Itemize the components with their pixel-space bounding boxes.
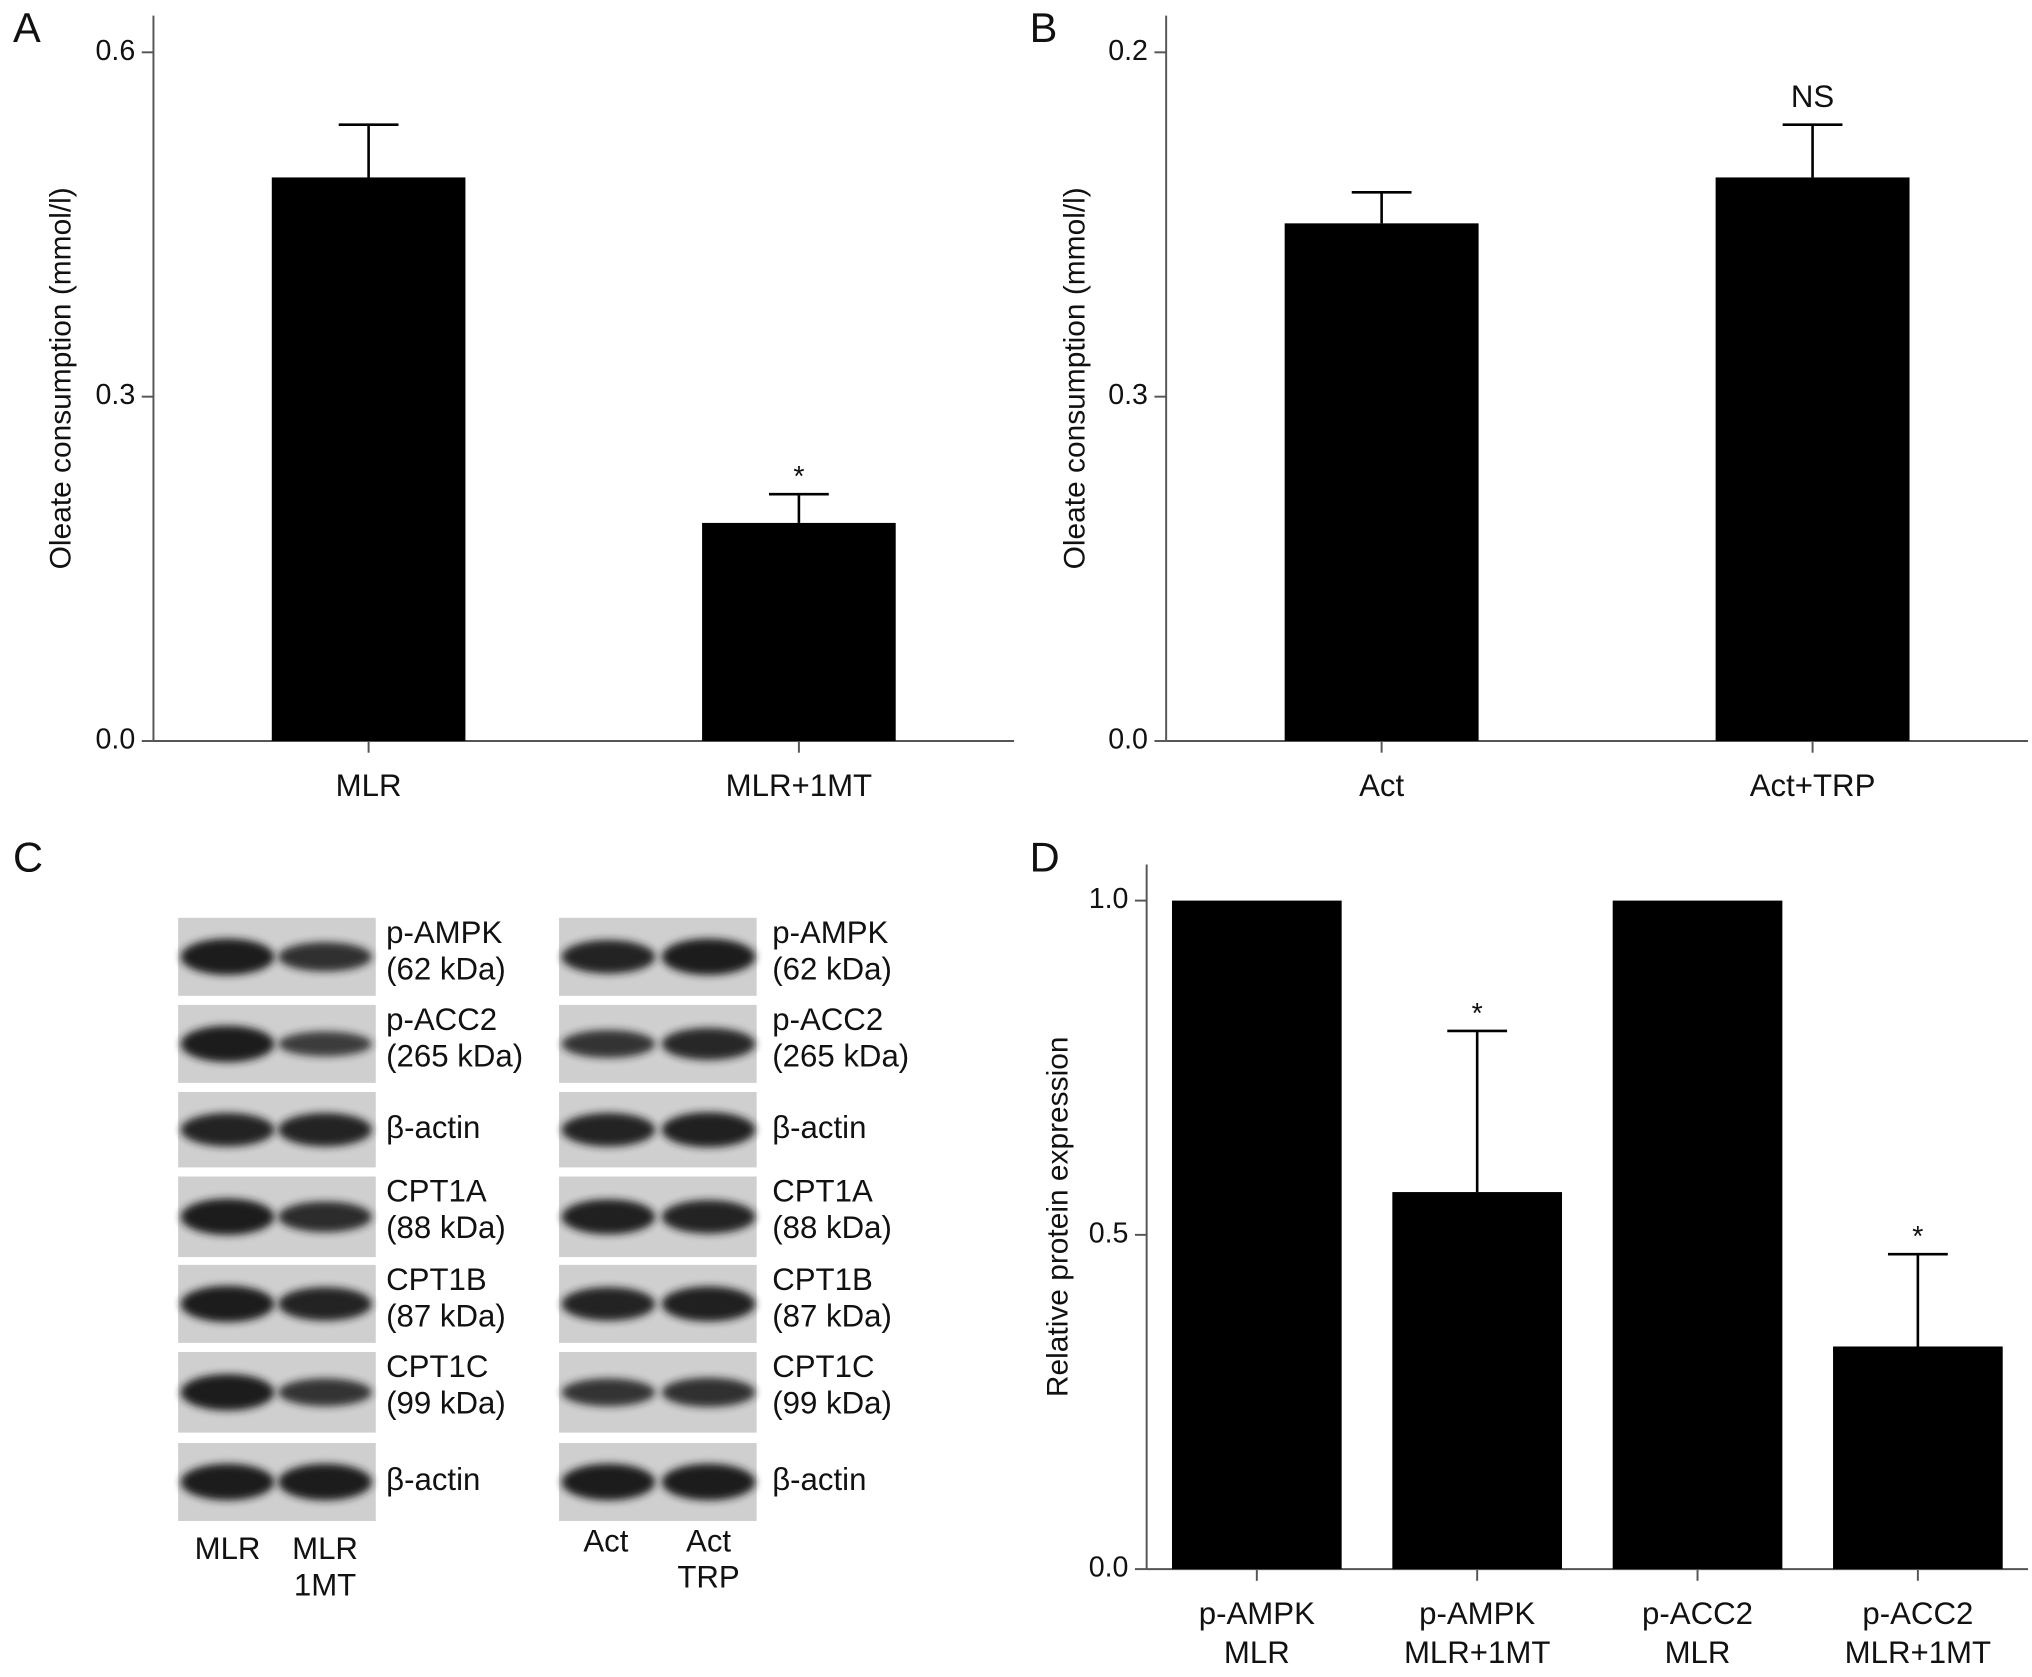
y-tick-label: 0.0 [96,724,136,756]
y-axis-label: Relative protein expression [1041,1037,1074,1398]
band-label: β-actin [772,1462,866,1497]
blot-band [180,1374,275,1411]
band-label: CPT1C [386,1349,488,1384]
blot-band [661,1286,756,1322]
annotation: * [793,461,804,493]
blot-band [561,1287,656,1321]
y-tick-label: 0.5 [1089,1217,1129,1249]
lane-label: MLR [292,1531,358,1566]
bar [1612,900,1783,1570]
blot-band [278,1201,372,1233]
blot-band [661,938,756,975]
x-tick-label: p-ACC2 [1862,1596,1973,1631]
blot-band [561,1112,656,1147]
x-tick-label: MLR [1224,1635,1290,1670]
bar [702,522,896,741]
band-label: CPT1A [772,1174,873,1209]
y-tick-label: 1.0 [1089,883,1129,915]
y-tick-label: 0.3 [96,379,136,411]
y-tick-label: 0.2 [1108,35,1148,67]
panel-label: B [1030,4,1058,51]
band-label: CPT1A [386,1174,487,1209]
blot-band [180,1198,275,1235]
band-label: (265 kDa) [772,1038,909,1073]
y-tick-label: 0.0 [1108,724,1148,756]
blot-band [661,1377,756,1407]
bar [1284,223,1479,741]
x-tick-label: p-AMPK [1419,1596,1535,1631]
annotation: * [1912,1221,1923,1253]
blot-band [278,942,372,972]
band-label: p-AMPK [386,915,502,950]
blot-band [180,1463,275,1501]
y-axis-label: Oleate consumption (mmol/l) [1058,187,1091,569]
band-label: (87 kDa) [772,1298,892,1333]
band-label: p-ACC2 [772,1002,883,1037]
lane-label: TRP [677,1560,739,1595]
bar [271,177,466,741]
y-tick-label: 0.3 [1108,379,1148,411]
band-label: β-actin [772,1110,866,1145]
annotation: * [1472,998,1483,1030]
panel-label: A [13,4,41,51]
band-label: CPT1B [386,1262,487,1297]
blot-band [561,940,656,974]
x-tick-label: p-AMPK [1199,1596,1315,1631]
y-axis-label: Oleate consumption (mmol/l) [44,187,77,569]
blot-band [278,1463,372,1501]
band-label: p-AMPK [772,915,888,950]
x-tick-label: Act+TRP [1750,768,1876,803]
x-tick-label: MLR+1MT [1404,1635,1550,1670]
lane-label: 1MT [294,1568,356,1603]
x-tick-label: MLR+1MT [1845,1635,1991,1670]
x-tick-label: Act [1359,768,1404,803]
band-label: β-actin [386,1110,480,1145]
panel-label: C [13,834,43,881]
band-label: CPT1C [772,1349,874,1384]
blot-band [561,1378,656,1407]
y-tick-label: 0.0 [1089,1552,1129,1584]
band-label: (87 kDa) [386,1298,506,1333]
band-label: (265 kDa) [386,1038,523,1073]
blot-band [661,1027,756,1060]
bar [1833,1346,2003,1570]
x-tick-label: MLR [336,768,402,803]
band-label: (88 kDa) [772,1210,892,1245]
band-label: (88 kDa) [386,1210,506,1245]
bar [1715,177,1910,741]
band-label: CPT1B [772,1262,873,1297]
blot-band [180,1025,275,1063]
bar [1392,1192,1563,1570]
x-tick-label: MLR+1MT [726,768,872,803]
band-label: (99 kDa) [386,1386,506,1421]
blot-band [278,1287,372,1321]
lane-label: Act [583,1523,628,1558]
blot-band [561,1029,656,1058]
blot-band [278,1112,372,1147]
blot-band [561,1463,656,1501]
blot-band [180,1285,275,1323]
annotation: NS [1791,79,1834,114]
band-label: (62 kDa) [386,951,506,986]
panel-label: D [1030,834,1060,881]
y-tick-label: 0.6 [96,35,136,67]
blot-band [661,1112,756,1148]
blot-band [278,1031,372,1057]
blot-band [661,1200,756,1234]
blot-band [661,1463,756,1501]
bar [1171,900,1342,1570]
band-label: (99 kDa) [772,1386,892,1421]
blot-band [278,1378,372,1407]
lane-label: Act [686,1523,731,1558]
band-label: (62 kDa) [772,951,892,986]
blot-band [180,938,275,975]
lane-label: MLR [195,1531,261,1566]
blot-band [561,1199,656,1235]
band-label: p-ACC2 [386,1002,497,1037]
band-label: β-actin [386,1462,480,1497]
x-tick-label: MLR [1665,1635,1731,1670]
x-tick-label: p-ACC2 [1642,1596,1753,1631]
blot-band [180,1112,275,1147]
